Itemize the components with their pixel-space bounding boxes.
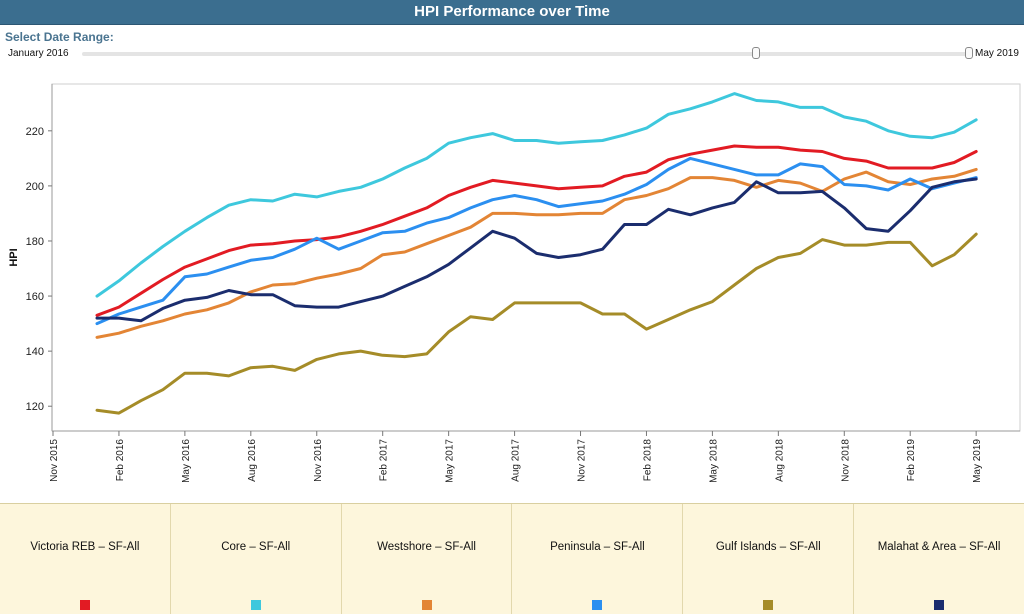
range-start-handle[interactable] <box>752 47 761 59</box>
x-tick-label: May 2016 <box>181 439 192 483</box>
legend-item[interactable]: Core – SF-All <box>171 504 342 614</box>
legend-label: Peninsula – SF-All <box>550 541 645 553</box>
y-tick-label: 140 <box>26 346 44 358</box>
date-range-slider-track[interactable] <box>82 52 969 56</box>
series-line-4 <box>95 156 978 326</box>
x-tick-label: Aug 2016 <box>247 439 258 482</box>
series-line-3 <box>95 167 978 339</box>
x-tick-label: Feb 2016 <box>115 439 126 482</box>
x-tick-label: Nov 2018 <box>840 439 851 482</box>
legend-item[interactable]: Gulf Islands – SF-All <box>683 504 855 614</box>
y-tick-label: 120 <box>26 401 44 413</box>
x-tick-label: Aug 2017 <box>511 439 522 482</box>
x-tick-label: Nov 2015 <box>49 439 60 482</box>
page-title: HPI Performance over Time <box>0 0 1024 25</box>
x-tick-label: May 2018 <box>708 439 719 483</box>
legend-swatch <box>592 600 603 610</box>
date-range-label: Select Date Range: <box>5 30 114 44</box>
legend-label: Westshore – SF-All <box>377 541 476 553</box>
x-tick-label: Nov 2017 <box>577 439 588 482</box>
y-tick-label: 180 <box>26 236 44 248</box>
legend-item[interactable]: Victoria REB – SF-All <box>0 504 171 614</box>
range-start-label: January 2016 <box>8 48 69 59</box>
legend-label: Gulf Islands – SF-All <box>715 541 821 553</box>
series-line-5 <box>95 232 978 415</box>
series-line-1 <box>95 144 978 317</box>
series-line-6 <box>95 177 978 323</box>
legend-label: Malahat & Area – SF-All <box>877 541 1001 553</box>
legend: Victoria REB – SF-All Core – SF-All Westsh… <box>0 503 1024 614</box>
legend-item[interactable]: Westshore – SF-All <box>342 504 513 614</box>
series-line-2 <box>95 92 978 298</box>
y-tick-label: 200 <box>26 181 44 193</box>
x-tick-label: Nov 2016 <box>313 439 324 482</box>
legend-item[interactable]: Malahat & Area – SF-All <box>854 504 1024 614</box>
x-tick-label: Feb 2019 <box>906 439 917 482</box>
legend-swatch <box>421 600 432 610</box>
y-axis-title: HPI <box>8 248 20 266</box>
plot-area <box>51 83 1021 432</box>
y-tick-label: 160 <box>26 291 44 303</box>
x-tick-label: May 2019 <box>972 439 983 483</box>
legend-swatch <box>79 600 90 610</box>
x-tick-label: May 2017 <box>445 439 456 483</box>
legend-swatch <box>763 600 774 610</box>
x-tick-label: Feb 2018 <box>642 439 653 482</box>
legend-label: Core – SF-All <box>221 541 291 553</box>
legend-item[interactable]: Peninsula – SF-All <box>512 504 684 614</box>
hpi-line-chart: 120 140 160 180 200 220 HPI Nov 2015 Feb 2016 May… <box>8 83 1021 483</box>
x-tick-label: Aug 2018 <box>774 439 785 482</box>
legend-swatch <box>934 600 945 610</box>
x-tick-label: Feb 2017 <box>379 439 390 482</box>
legend-swatch <box>250 600 261 610</box>
range-end-handle[interactable] <box>965 47 973 59</box>
range-end-label: May 2019 <box>975 48 1019 59</box>
legend-label: Victoria REB – SF-All <box>30 541 140 553</box>
y-tick-label: 220 <box>26 126 44 138</box>
